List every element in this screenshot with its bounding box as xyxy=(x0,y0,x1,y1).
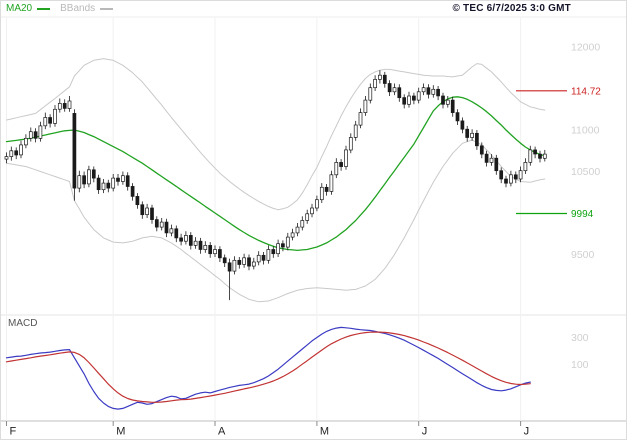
macd-axis-labels: 300 100 xyxy=(571,332,589,371)
ma20-line xyxy=(5,96,546,252)
price-axis-labels: 12000 11000 10500 9500 xyxy=(571,42,600,262)
macd-line xyxy=(5,326,531,410)
price-axis-label: 10500 xyxy=(571,166,600,178)
month-label: J xyxy=(422,426,428,438)
month-label: M xyxy=(116,426,125,438)
month-label: A xyxy=(218,426,226,438)
candlesticks xyxy=(4,70,547,301)
reference-price-label: 9994 xyxy=(571,209,594,220)
macd-axis-label: 100 xyxy=(571,359,589,371)
macd-signal-line xyxy=(5,331,531,403)
month-label: M xyxy=(320,426,329,438)
price-axis-label: 9500 xyxy=(571,249,595,261)
month-gridlines xyxy=(6,18,522,421)
month-label: J xyxy=(524,426,530,438)
reference-line-support: 9994 xyxy=(516,209,594,220)
copyright-text: © TEC 6/7/2025 3:0 GMT xyxy=(452,3,571,14)
legend-line-sample xyxy=(37,8,51,10)
month-label: F xyxy=(10,426,17,438)
legend-label-bbands: BBands xyxy=(60,3,96,14)
legend-label-ma20: MA20 xyxy=(6,3,33,14)
legend: MA20 BBands xyxy=(6,3,123,15)
reference-line-resistance: 114.72 xyxy=(516,86,601,97)
legend-line-sample xyxy=(100,8,114,10)
price-axis-label: 11000 xyxy=(571,125,600,137)
macd-axis-label: 300 xyxy=(571,332,589,344)
reference-price-label: 114.72 xyxy=(571,86,601,97)
price-axis-label: 12000 xyxy=(571,42,600,54)
macd-label: MACD xyxy=(8,318,38,329)
bollinger-bands xyxy=(6,58,546,303)
